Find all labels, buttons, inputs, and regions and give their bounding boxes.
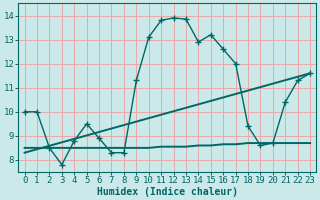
- X-axis label: Humidex (Indice chaleur): Humidex (Indice chaleur): [97, 186, 238, 197]
